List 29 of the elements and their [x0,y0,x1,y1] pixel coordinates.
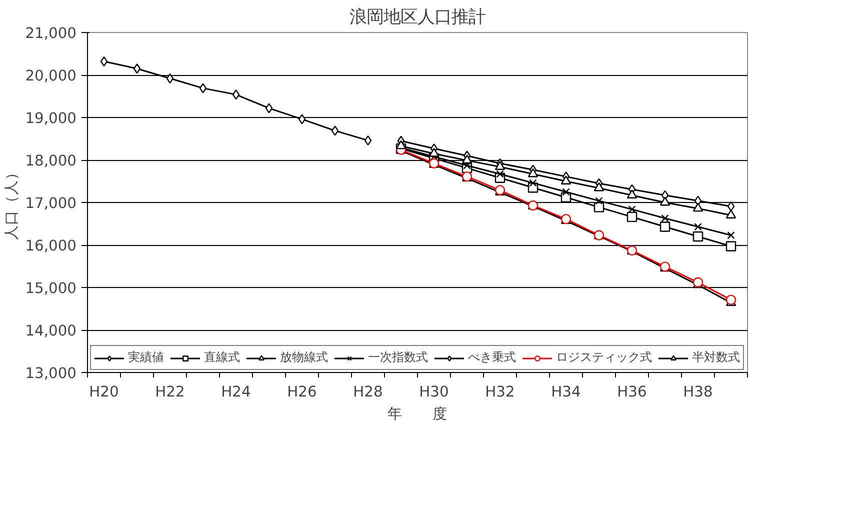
x-tick-label: H30 [419,384,449,400]
y-tick-label: 20,000 [25,68,77,84]
x-tick-label: H20 [89,384,119,400]
x-tick-label: H26 [287,384,317,400]
legend-label: 実績値 [128,349,164,366]
chart-title: 浪岡地区人口推計 [350,8,486,28]
y-tick-label: 15,000 [25,280,77,297]
y-axis-title: 人口（人） [3,165,20,240]
x-axis-title: 年 度 [388,406,448,422]
legend-label: 直線式 [204,349,240,366]
y-tick-label: 19,000 [25,110,77,127]
legend-label: ロジスティック式 [556,349,652,366]
y-tick-label: 13,000 [25,365,77,382]
legend-label: 放物線式 [280,349,328,366]
x-tick-label: H32 [485,384,515,400]
y-tick-label: 16,000 [25,238,77,254]
legend-label: 一次指数式 [368,349,428,366]
legend-label: 半対数式 [692,349,740,366]
x-tick-label: H22 [155,384,185,400]
y-tick-label: 14,000 [25,322,77,340]
legend-label: べき乗式 [468,349,516,366]
y-tick-label: 18,000 [25,152,77,170]
y-tick-label: 21,000 [25,25,77,42]
y-tick-label: 17,000 [25,195,77,212]
x-tick-label: H28 [353,384,383,400]
x-tick-label: H24 [221,384,251,400]
x-tick-label: H34 [551,384,581,400]
x-tick-label: H36 [617,384,647,400]
x-tick-label: H38 [683,384,713,400]
